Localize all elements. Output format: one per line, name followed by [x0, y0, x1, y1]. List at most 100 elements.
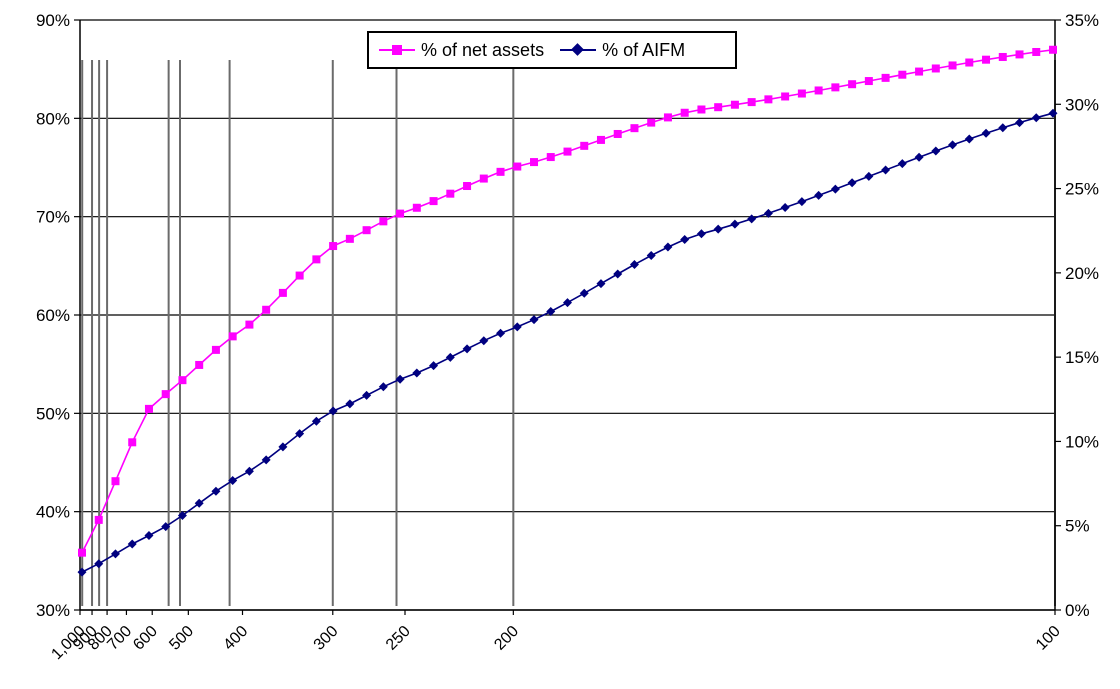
point-marker	[94, 515, 103, 524]
point-marker	[462, 344, 472, 354]
point-marker	[362, 226, 371, 235]
point-marker	[546, 153, 555, 162]
point-marker	[244, 466, 254, 476]
point-marker	[1015, 118, 1025, 128]
point-marker	[965, 58, 974, 67]
point-marker	[864, 77, 873, 86]
y-left-tick-label: 40%	[36, 503, 70, 522]
point-marker	[747, 214, 757, 224]
point-marker	[144, 531, 154, 541]
point-marker	[663, 242, 673, 252]
point-marker	[278, 288, 287, 297]
point-marker	[262, 305, 271, 314]
point-marker	[295, 429, 305, 439]
chart-legend: % of net assets % of AIFM	[367, 31, 737, 69]
y-right-tick-label: 15%	[1065, 348, 1099, 367]
point-marker	[496, 328, 506, 338]
point-marker	[311, 416, 321, 426]
point-marker	[161, 390, 170, 399]
point-marker	[680, 234, 690, 244]
point-marker	[1015, 50, 1024, 59]
y-left-tick-label: 70%	[36, 208, 70, 227]
point-marker	[730, 100, 739, 109]
tick-labels: 30% 40% 50% 60% 70% 80% 90% 0% 5% 10% 15% 20% 25% 30%…	[36, 11, 1099, 663]
y-right-tick-label: 20%	[1065, 264, 1099, 283]
point-marker	[127, 539, 137, 549]
point-marker	[848, 80, 857, 89]
y-right-tick-label: 25%	[1065, 180, 1099, 199]
y-right-tick-label: 30%	[1065, 95, 1099, 114]
point-marker	[781, 92, 790, 101]
point-marker	[530, 158, 539, 167]
point-marker	[647, 118, 656, 127]
legend-swatch-aifm	[560, 42, 597, 58]
x-tick-label: 400	[220, 623, 251, 654]
series-aifm	[77, 108, 1058, 577]
point-marker	[412, 203, 421, 212]
point-marker	[629, 260, 639, 270]
point-marker	[195, 360, 204, 369]
legend-label-net-assets: % of net assets	[421, 39, 545, 60]
point-marker	[194, 498, 204, 508]
point-marker	[763, 208, 773, 218]
x-tick-label: 700	[104, 623, 135, 654]
point-marker	[747, 98, 756, 107]
y-right-tick-label: 35%	[1065, 11, 1099, 30]
point-marker	[696, 229, 706, 239]
point-marker	[161, 522, 171, 532]
point-marker	[579, 288, 589, 298]
point-marker	[714, 103, 723, 112]
point-marker	[931, 64, 940, 73]
point-marker	[211, 486, 221, 496]
point-marker	[814, 86, 823, 95]
point-marker	[429, 361, 439, 371]
point-marker	[830, 184, 840, 194]
point-marker	[563, 298, 572, 308]
point-marker	[144, 404, 153, 413]
point-marker	[881, 73, 890, 82]
point-marker	[663, 113, 672, 122]
point-marker	[897, 159, 907, 169]
y-left-tick-label: 50%	[36, 404, 70, 423]
point-marker	[998, 52, 1007, 61]
point-marker	[328, 406, 338, 416]
point-marker	[446, 189, 455, 198]
point-marker	[295, 271, 304, 280]
series-net-assets	[78, 45, 1057, 557]
point-marker	[396, 209, 405, 218]
point-marker	[529, 315, 539, 325]
point-marker	[445, 352, 455, 362]
point-marker	[596, 135, 605, 144]
series-layer	[77, 45, 1058, 577]
point-marker	[94, 559, 104, 569]
x-tick-label: 600	[130, 623, 161, 654]
point-marker	[914, 152, 924, 162]
point-marker	[278, 442, 288, 452]
point-marker	[379, 217, 388, 226]
x-tick-label: 500	[166, 623, 197, 654]
point-marker	[412, 368, 422, 378]
point-marker	[1049, 45, 1057, 54]
point-marker	[479, 336, 489, 346]
point-marker	[847, 178, 857, 188]
y-left-tick-label: 90%	[36, 11, 70, 30]
point-marker	[211, 345, 220, 354]
y-right-tick-label: 0%	[1065, 601, 1090, 620]
point-marker	[713, 224, 723, 234]
point-marker	[378, 382, 388, 392]
point-marker	[245, 320, 254, 329]
point-marker	[128, 438, 137, 447]
point-marker	[1048, 108, 1058, 118]
legend-item-net-assets: % of net assets	[379, 40, 544, 61]
point-marker	[931, 146, 941, 156]
point-marker	[178, 376, 187, 385]
point-marker	[730, 219, 740, 229]
point-marker	[613, 269, 623, 279]
point-marker	[111, 477, 120, 486]
point-marker	[1032, 47, 1041, 56]
point-marker	[479, 174, 488, 183]
legend-swatch-net-assets	[379, 42, 415, 58]
point-marker	[797, 89, 806, 98]
y-left-tick-label: 80%	[36, 109, 70, 128]
